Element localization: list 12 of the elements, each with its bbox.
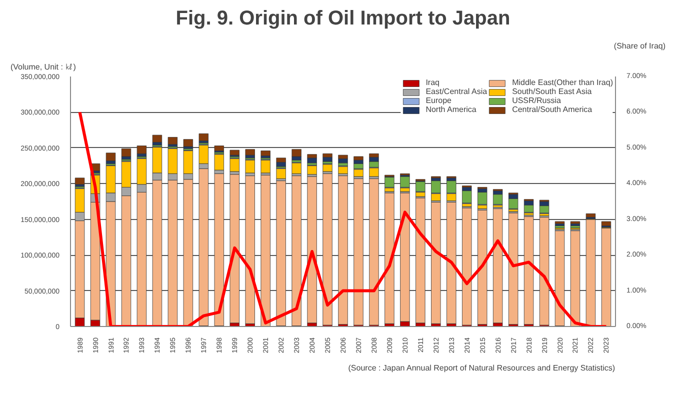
- text: (Source : Japan Annual Report of Natural Resources and Energy Statistics): [348, 364, 616, 372]
- legend-label: Middle East(Other than Iraq): [512, 78, 613, 87]
- chart-title: Fig. 9. Origin of Oil Import to Japan: [176, 8, 510, 30]
- legend-label: Iraq: [426, 78, 440, 87]
- legend-label: South/South East Asia: [512, 87, 592, 96]
- y2-axis-title: (Share of Iraq): [614, 42, 666, 50]
- legend-label: North America: [426, 105, 476, 114]
- y-axis-title: (Volume, Unit : ㎘): [10, 62, 76, 72]
- legend-label: Central/South America: [512, 105, 592, 114]
- legend-label: East/Central Asia: [426, 87, 488, 96]
- legend-label: Europe: [426, 96, 452, 105]
- legend-label: USSR/Russia: [512, 96, 561, 105]
